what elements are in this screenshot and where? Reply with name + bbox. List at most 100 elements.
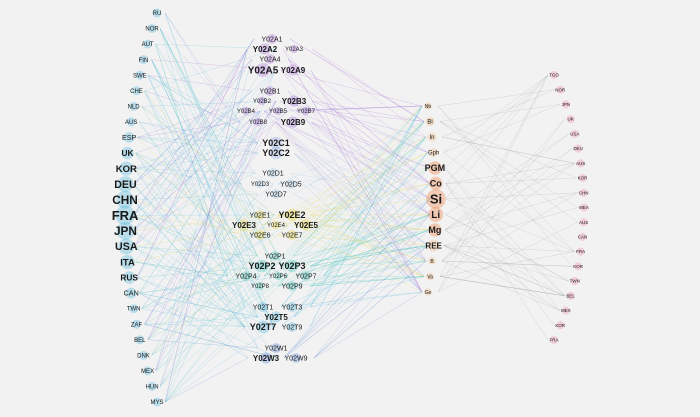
technology-node-y02p1: Y02P1 — [264, 251, 285, 261]
material-node-label: Gph — [428, 151, 439, 157]
technology-node-y02b4: Y02B4 — [237, 107, 256, 115]
technology-node-label: Y02E7 — [281, 232, 302, 239]
country-left-node-zaf: ZAF — [131, 320, 143, 329]
link-material-country — [444, 208, 578, 246]
material-node-pgm: PGM — [425, 161, 446, 175]
country-left-node-label: ITA — [120, 257, 135, 268]
country-left-node-label: CAN — [124, 290, 139, 298]
country-right-node-label: JPN — [562, 102, 571, 107]
technology-node-label: Y02E6 — [249, 232, 270, 239]
technology-node-label: Y02P2 — [248, 261, 275, 271]
technology-node-label: Y02E4 — [267, 223, 286, 229]
material-node-ree: REE — [425, 240, 442, 252]
technology-node-label: Y02A2 — [253, 45, 278, 54]
country-right-node-twn: TWN — [570, 277, 580, 285]
link-material-country — [445, 149, 572, 230]
material-node-label: In — [429, 135, 434, 141]
link-material-country — [438, 119, 565, 292]
country-left-node-can: CAN — [124, 288, 139, 299]
country-right-node-aus: AUS — [576, 159, 585, 167]
technology-node-label: Y02A9 — [281, 66, 306, 75]
material-node-label: REE — [425, 241, 442, 250]
technology-node-y02e5: Y02E5 — [294, 219, 319, 230]
country-right-node-label: BEL — [566, 293, 575, 298]
link-material-country — [444, 75, 548, 153]
country-left-node-label: BEL — [134, 338, 146, 344]
technology-node-y02e3: Y02E3 — [232, 219, 257, 230]
technology-node-y02d7: Y02D7 — [265, 189, 287, 199]
technology-node-label: Y02B5 — [269, 109, 288, 115]
link-material-country — [445, 75, 548, 168]
technology-node-label: Y02E1 — [249, 212, 270, 219]
technology-node-y02b2: Y02B2 — [253, 97, 272, 105]
link-material-country — [440, 104, 560, 121]
link-technology-material — [312, 49, 426, 137]
country-right-node-kor: KOR — [555, 321, 566, 329]
technology-node-y02p7: Y02P7 — [295, 271, 316, 281]
country-right-node-usa: USA — [570, 130, 579, 138]
country-left-node-label: KOR — [116, 164, 137, 175]
country-right-node-label: CHN — [579, 190, 589, 195]
technology-node-label: Y02C2 — [262, 148, 290, 158]
network-links — [133, 13, 578, 402]
country-left-node-nld: NLD — [128, 102, 141, 111]
link-material-country — [445, 168, 565, 296]
technology-node-y02d5: Y02D5 — [280, 179, 302, 189]
country-left-node-label: NOR — [145, 27, 159, 33]
country-right-node-label: MEA — [579, 205, 589, 210]
country-left-node-twn: TWN — [127, 304, 141, 313]
technology-node-y02w9: Y02W9 — [285, 353, 308, 363]
country-right-node-label: KOR — [573, 264, 584, 269]
country-right-node-nor: NOR — [555, 86, 566, 94]
country-left-node-aus: AUS — [125, 117, 137, 126]
technology-node-y02a2: Y02A2 — [253, 43, 278, 54]
country-right-node-label: FRA — [576, 249, 585, 254]
country-left-node-usa: USA — [115, 238, 138, 254]
country-left-node-label: ZAF — [131, 322, 143, 328]
country-left-node-jpn: JPN — [114, 222, 137, 240]
link-technology-material — [310, 215, 430, 267]
country-left-node-label: HUN — [146, 385, 159, 391]
technology-node-y02p4: Y02P4 — [235, 271, 256, 281]
material-node-label: Va — [427, 274, 433, 280]
technology-node-y02e4: Y02E4 — [267, 221, 286, 229]
technology-node-y02p2: Y02P2 — [248, 260, 275, 273]
country-right-node-mex: MEX — [561, 307, 571, 315]
country-left-node-label: FRA — [112, 208, 139, 223]
link-technology-material — [314, 261, 426, 358]
link-country-technology — [160, 286, 242, 386]
technology-node-y02c2: Y02C2 — [262, 147, 290, 160]
technology-node-label: Y02D3 — [251, 182, 270, 188]
technology-node-y02b1: Y02B1 — [259, 86, 280, 96]
link-material-country — [444, 246, 560, 311]
link-material-country — [440, 122, 578, 208]
link-material-country — [438, 90, 554, 106]
link-country-technology — [156, 122, 240, 371]
technology-node-y02e1: Y02E1 — [249, 210, 270, 220]
country-right-node-label: USA — [570, 131, 579, 136]
technology-node-label: Y02T7 — [250, 322, 277, 332]
technology-node-label: Y02D7 — [265, 191, 287, 198]
country-left-node-fin: FIN — [139, 55, 149, 64]
material-node-label: Bi — [427, 120, 432, 126]
country-left-node-nor: NOR — [145, 24, 159, 33]
country-left-node-label: RU — [153, 11, 162, 17]
country-left-node-mys: MYS — [150, 398, 163, 407]
country-right-node-label: UK — [568, 117, 574, 122]
country-left-node-label: NLD — [128, 104, 141, 110]
country-right-node-uk: UK — [567, 115, 575, 123]
technology-node-y02e6: Y02E6 — [249, 230, 270, 240]
country-left-node-aut: AUT — [142, 40, 154, 49]
material-node-co: Co — [429, 177, 443, 191]
country-right-node-label: TGO — [549, 73, 559, 78]
link-material-country — [445, 230, 560, 311]
country-left-node-label: MEX — [141, 369, 154, 375]
country-left-node-hun: HUN — [146, 382, 159, 391]
country-left-node-label: CHE — [130, 89, 143, 95]
country-left-node-che: CHE — [130, 86, 143, 95]
material-node-nb: Nb — [424, 102, 432, 110]
technology-node-label: Y02W9 — [285, 355, 308, 362]
link-technology-material — [284, 215, 430, 359]
country-left-node-swe: SWE — [133, 71, 147, 80]
